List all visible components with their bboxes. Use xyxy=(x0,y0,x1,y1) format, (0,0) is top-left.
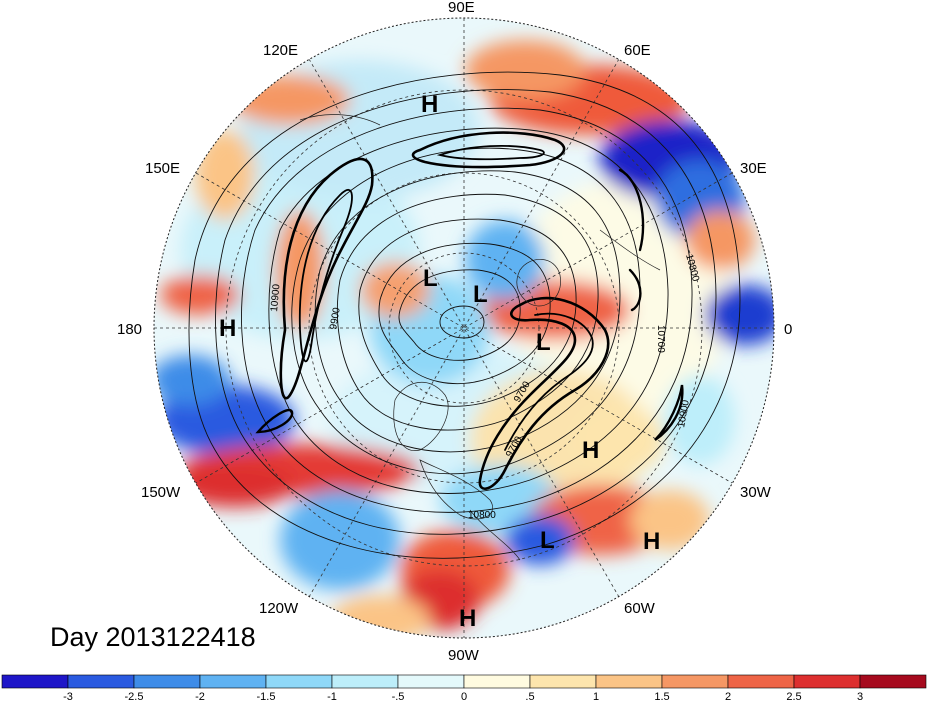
lon-label-180: 180 xyxy=(117,321,142,338)
jet-contours xyxy=(255,131,684,490)
contour-label: 9900 xyxy=(328,306,343,330)
lon-label-90w: 90W xyxy=(448,647,480,664)
height-contours xyxy=(188,71,741,559)
colorbar-swatch xyxy=(397,674,465,689)
longitude-labels: 90E 60E 30E 0 30W 60W 90W 120W 150W 180 … xyxy=(117,0,792,664)
lon-label-60e: 60E xyxy=(624,42,651,59)
lon-label-150w: 150W xyxy=(141,484,181,501)
contour-label: 10800 xyxy=(468,510,496,521)
colorbar-tick-label: 2.5 xyxy=(786,691,801,702)
colorbar-tick-label: 2 xyxy=(725,691,731,702)
colorbar-swatch xyxy=(331,674,399,689)
contour-label: 10700 xyxy=(655,325,666,353)
high-center-label: H xyxy=(421,91,438,118)
lon-label-120e: 120E xyxy=(263,42,298,59)
high-center-label: H xyxy=(643,528,660,555)
colorbar-swatch xyxy=(199,674,267,689)
colorbar-tick-label: -.5 xyxy=(392,691,405,702)
contour-label: 10900 xyxy=(269,283,282,312)
colorbar-tick-label: 1.5 xyxy=(654,691,669,702)
lon-label-0: 0 xyxy=(784,321,792,338)
colorbar-tick-label: .5 xyxy=(525,691,534,702)
map-border xyxy=(153,17,775,639)
lon-label-90e: 90E xyxy=(448,0,475,16)
colorbar-tick-label: 3 xyxy=(857,691,863,702)
colorbar-tick-label: -2.5 xyxy=(125,691,144,702)
colorbar-swatch xyxy=(265,674,333,689)
lon-label-60w: 60W xyxy=(624,600,656,617)
colorbar-tick-label: 0 xyxy=(461,691,467,702)
colorbar-swatch xyxy=(727,674,795,689)
date-label: Day 2013122418 xyxy=(50,622,256,652)
low-center-label: L xyxy=(540,527,555,554)
pressure-centers: H L L L H H L H H xyxy=(219,91,660,632)
colorbar-swatch xyxy=(133,674,201,689)
colorbar-swatch xyxy=(661,674,729,689)
colorbar-swatch xyxy=(1,674,69,689)
low-center-label: L xyxy=(536,329,551,356)
lon-label-150e: 150E xyxy=(145,160,180,177)
colorbar-tick-label: 1 xyxy=(593,691,599,702)
map-disk xyxy=(154,18,774,638)
colorbar-tick-label: -1 xyxy=(327,691,337,702)
high-center-label: H xyxy=(219,315,236,342)
colorbar-swatch xyxy=(859,674,927,689)
lon-label-30w: 30W xyxy=(740,484,772,501)
high-center-label: H xyxy=(459,605,476,632)
colorbar-swatch xyxy=(67,674,135,689)
colorbar-swatch xyxy=(463,674,531,689)
colorbar: -3 -2.5 -2 -1.5 -1 -.5 0 .5 1 1.5 2 2.5 3 xyxy=(1,674,927,702)
lon-label-120w: 120W xyxy=(259,600,299,617)
low-center-label: L xyxy=(473,281,488,308)
colorbar-swatch xyxy=(595,674,663,689)
colorbar-swatch xyxy=(529,674,597,689)
colorbar-tick-label: -2 xyxy=(195,691,205,702)
colorbar-tick-label: -3 xyxy=(63,691,73,702)
lon-label-30e: 30E xyxy=(740,160,767,177)
colorbar-swatch xyxy=(793,674,861,689)
colorbar-tick-label: -1.5 xyxy=(257,691,276,702)
coastlines xyxy=(299,114,661,561)
contour-label: 10900 xyxy=(676,399,692,429)
low-center-label: L xyxy=(423,265,438,292)
high-center-label: H xyxy=(582,437,599,464)
